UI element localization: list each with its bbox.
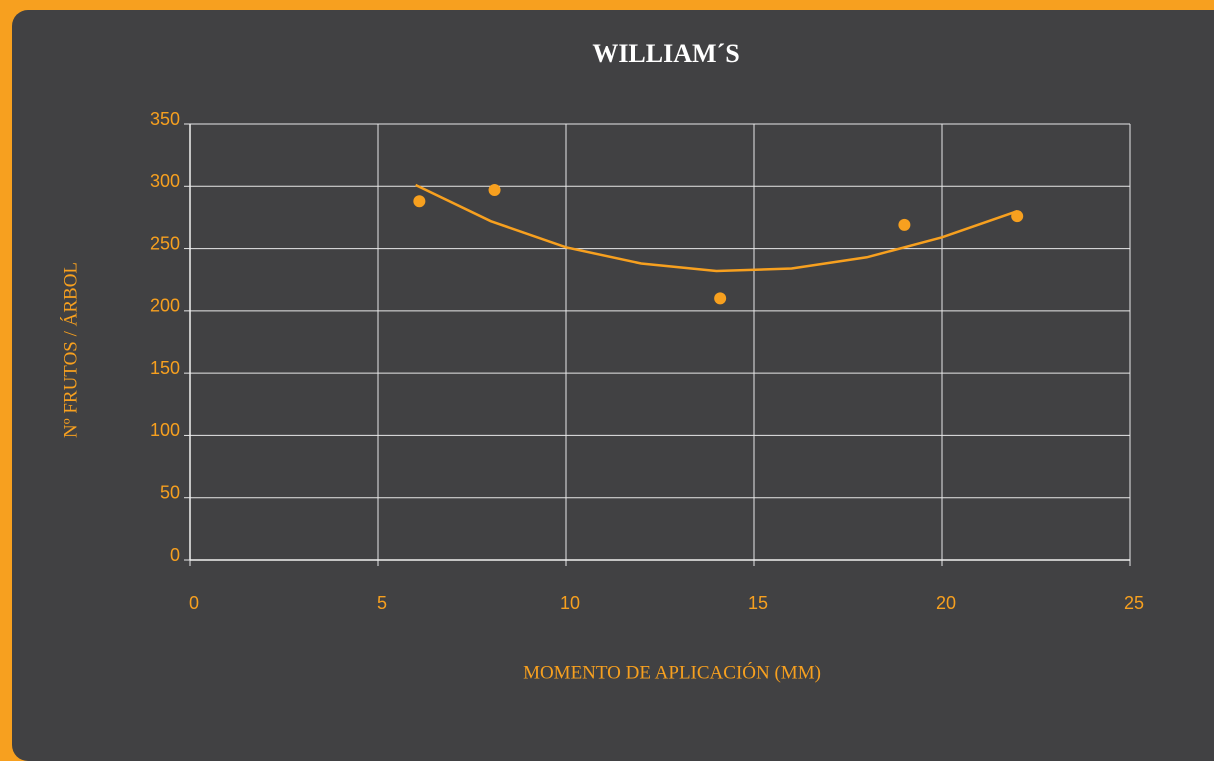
y-tick-label: 50 bbox=[160, 482, 180, 502]
y-tick-label: 300 bbox=[150, 171, 180, 191]
y-tick-label: 250 bbox=[150, 233, 180, 253]
point bbox=[898, 218, 911, 231]
trendline bbox=[415, 183, 1018, 273]
point bbox=[488, 184, 501, 197]
y-tick-label: 350 bbox=[150, 109, 180, 129]
y-axis-title: Nº FRUTOS / ÁRBOL bbox=[59, 262, 81, 438]
point bbox=[1011, 210, 1024, 223]
x-tick-label: 10 bbox=[560, 593, 580, 613]
chart-title: WILLIAM´S bbox=[592, 39, 739, 68]
y-tick-label: 150 bbox=[150, 358, 180, 378]
y-tick-label: 200 bbox=[150, 296, 180, 316]
x-tick-label: 15 bbox=[748, 593, 768, 613]
x-axis-title: MOMENTO DE APLICACIÓN (MM) bbox=[523, 661, 821, 683]
point bbox=[413, 195, 426, 208]
x-tick-label: 20 bbox=[936, 593, 956, 613]
point bbox=[714, 292, 727, 305]
x-tick-label: 25 bbox=[1124, 593, 1144, 613]
y-tick-label: 100 bbox=[150, 420, 180, 440]
x-tick-label: 0 bbox=[189, 593, 199, 613]
y-tick-label: 0 bbox=[170, 545, 180, 565]
x-tick-label: 5 bbox=[377, 593, 387, 613]
panel bbox=[12, 10, 1214, 761]
